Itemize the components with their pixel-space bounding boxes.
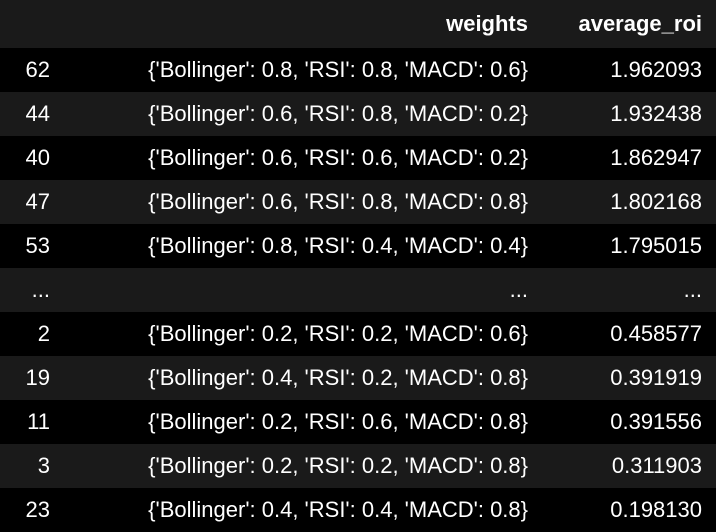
row-index: 19 <box>25 364 50 390</box>
row-weights: {'Bollinger': 0.6, 'RSI': 0.8, 'MACD': 0… <box>148 188 528 214</box>
row-average-roi: 1.795015 <box>610 232 702 258</box>
row-average-roi: 1.932438 <box>610 100 702 126</box>
table-row: 47 {'Bollinger': 0.6, 'RSI': 0.8, 'MACD'… <box>0 179 716 224</box>
row-average-roi: 1.802168 <box>610 188 702 214</box>
row-weights: {'Bollinger': 0.2, 'RSI': 0.2, 'MACD': 0… <box>148 320 528 346</box>
table-row: 40 {'Bollinger': 0.6, 'RSI': 0.6, 'MACD'… <box>0 136 716 180</box>
table-row: 11 {'Bollinger': 0.2, 'RSI': 0.6, 'MACD'… <box>0 400 716 444</box>
row-index: 3 <box>37 452 50 478</box>
row-weights: {'Bollinger': 0.4, 'RSI': 0.4, 'MACD': 0… <box>148 497 528 522</box>
table-row: 19 {'Bollinger': 0.4, 'RSI': 0.2, 'MACD'… <box>0 355 716 400</box>
table-row-ellipsis: ... ... ... <box>0 267 716 312</box>
table-row: 2 {'Bollinger': 0.2, 'RSI': 0.2, 'MACD':… <box>0 312 716 356</box>
row-average-roi: 1.862947 <box>610 144 702 170</box>
row-index: ... <box>31 276 50 302</box>
row-average-roi: 0.391556 <box>610 408 702 434</box>
row-weights: {'Bollinger': 0.6, 'RSI': 0.8, 'MACD': 0… <box>148 100 528 126</box>
row-average-roi: 0.198130 <box>610 497 702 522</box>
row-average-roi: ... <box>683 276 702 302</box>
row-average-roi: 0.458577 <box>610 320 702 346</box>
table-row: 44 {'Bollinger': 0.6, 'RSI': 0.8, 'MACD'… <box>0 91 716 136</box>
table-row: 62 {'Bollinger': 0.8, 'RSI': 0.8, 'MACD'… <box>0 48 716 92</box>
row-index: 53 <box>25 232 50 258</box>
row-index: 44 <box>25 100 50 126</box>
row-index: 2 <box>37 320 50 346</box>
row-weights: {'Bollinger': 0.2, 'RSI': 0.6, 'MACD': 0… <box>148 408 528 434</box>
table-row: 3 {'Bollinger': 0.2, 'RSI': 0.2, 'MACD':… <box>0 443 716 488</box>
header-average-roi: average_roi <box>578 10 702 36</box>
row-index: 62 <box>25 56 50 82</box>
row-weights: ... <box>509 276 528 302</box>
row-average-roi: 0.311903 <box>611 452 702 478</box>
row-weights: {'Bollinger': 0.6, 'RSI': 0.6, 'MACD': 0… <box>148 144 528 170</box>
header-weights: weights <box>446 10 528 36</box>
table-header-row: weights average_roi <box>0 0 716 48</box>
row-weights: {'Bollinger': 0.8, 'RSI': 0.8, 'MACD': 0… <box>148 56 528 82</box>
row-weights: {'Bollinger': 0.2, 'RSI': 0.2, 'MACD': 0… <box>148 452 528 478</box>
row-average-roi: 1.962093 <box>610 56 702 82</box>
row-index: 11 <box>27 408 50 434</box>
row-index: 47 <box>25 188 50 214</box>
table-row: 53 {'Bollinger': 0.8, 'RSI': 0.4, 'MACD'… <box>0 224 716 268</box>
row-average-roi: 0.391919 <box>610 364 702 390</box>
row-index: 23 <box>25 497 50 522</box>
row-index: 40 <box>25 144 50 170</box>
row-weights: {'Bollinger': 0.8, 'RSI': 0.4, 'MACD': 0… <box>148 232 528 258</box>
row-weights: {'Bollinger': 0.4, 'RSI': 0.2, 'MACD': 0… <box>148 364 528 390</box>
table-row: 23 {'Bollinger': 0.4, 'RSI': 0.4, 'MACD'… <box>0 488 716 532</box>
